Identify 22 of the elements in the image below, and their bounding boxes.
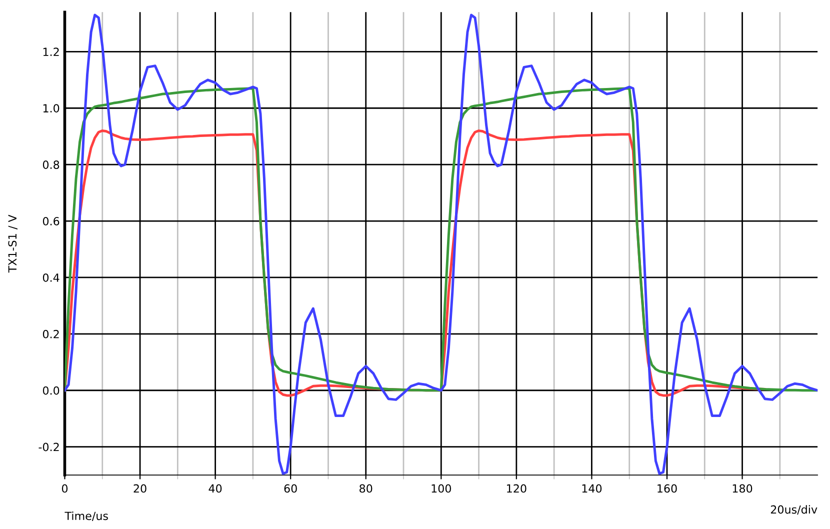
text: 20us/div bbox=[770, 505, 818, 515]
y-tick-label: 0.8 bbox=[42, 160, 60, 169]
x-tick-label: 0 bbox=[62, 484, 68, 493]
line-series bbox=[64, 87, 818, 392]
x-tick-label: 140 bbox=[582, 484, 602, 493]
y-tick-label: 0.2 bbox=[42, 330, 59, 338]
x-tick-label: 120 bbox=[507, 484, 526, 493]
y-tick-label: 1.2 bbox=[43, 48, 59, 56]
x-tick-label: 100 bbox=[432, 484, 452, 493]
x-tick-label: 20 bbox=[134, 484, 146, 493]
x-tick-label: 80 bbox=[360, 484, 372, 493]
y-tick-label: 1.0 bbox=[43, 104, 60, 113]
y-axis-title: TX1-S1 / V bbox=[8, 214, 18, 273]
x-tick-label: 40 bbox=[208, 484, 222, 493]
y-tick-label: 0.6 bbox=[42, 217, 60, 226]
y-tick-label: -0.2 bbox=[38, 442, 59, 452]
x-tick-label: 160 bbox=[658, 484, 677, 493]
y-tick-label: 0.0 bbox=[42, 386, 60, 395]
x-axis-title: Time/us bbox=[64, 511, 108, 521]
y-tick-label: 0.4 bbox=[42, 273, 60, 282]
x-tick-label: 60 bbox=[284, 484, 297, 493]
x-tick-label: 180 bbox=[732, 484, 752, 493]
